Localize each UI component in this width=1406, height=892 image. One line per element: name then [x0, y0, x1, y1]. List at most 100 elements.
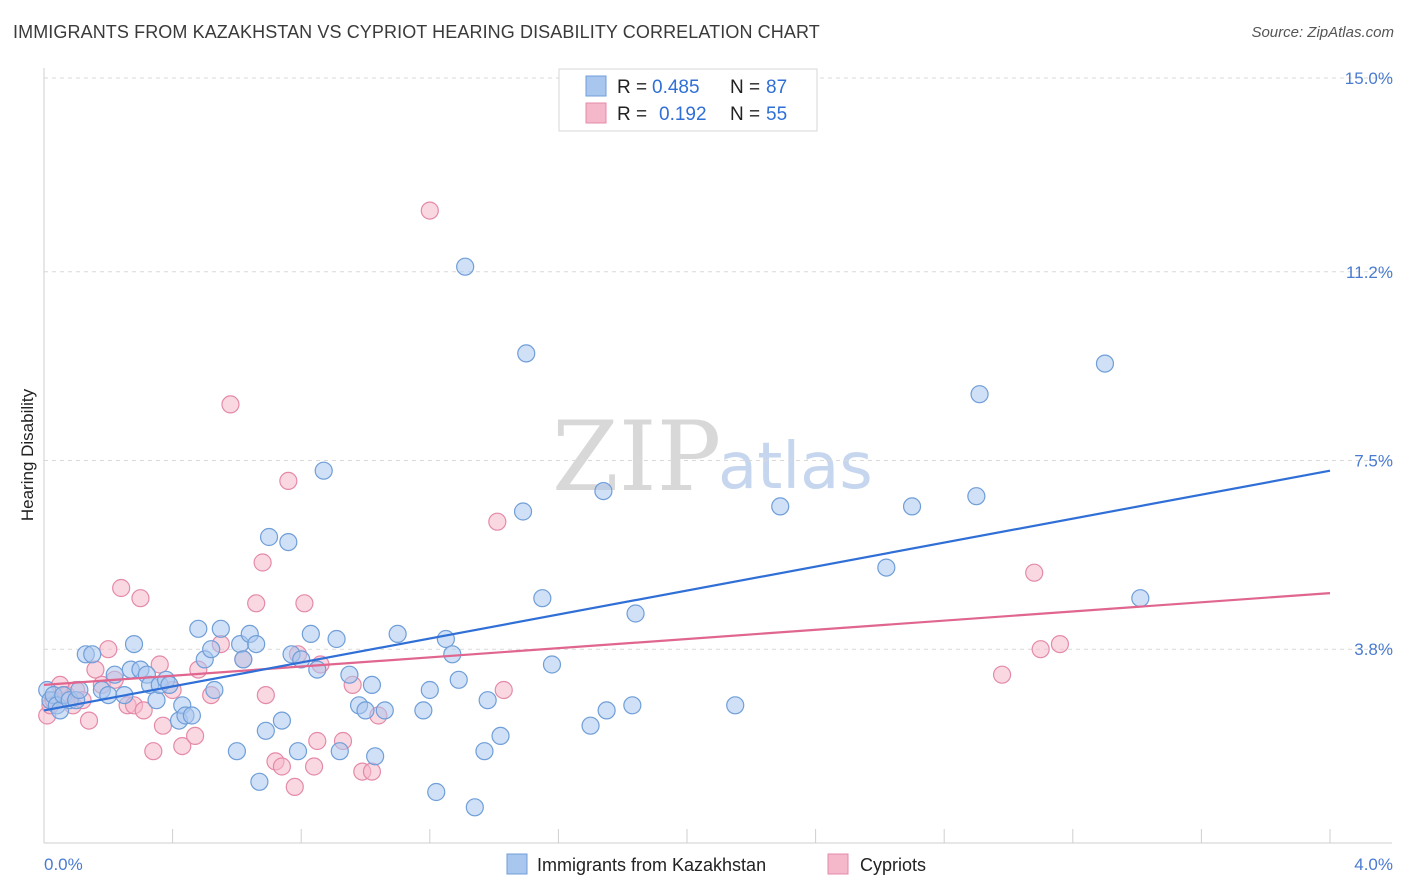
x-tick-label-max: 4.0%	[1354, 855, 1393, 874]
kazakhstan-point	[375, 701, 394, 720]
kazakhstan-point	[436, 629, 455, 649]
cypriots-point	[131, 589, 150, 608]
kazakhstan-point	[189, 619, 208, 638]
kazakhstan-point	[70, 680, 89, 700]
cypriots-point	[253, 553, 272, 572]
cypriots-point	[279, 471, 298, 490]
legend-n-label-2: N =	[730, 104, 760, 125]
kazakhstan-point	[356, 701, 375, 720]
kazakhstan-point	[420, 680, 439, 700]
kazakhstan-point	[124, 634, 144, 654]
kazakhstan-point	[491, 726, 510, 746]
kazakhstan-point	[340, 665, 359, 684]
kazakhstan-point	[314, 461, 333, 480]
grid-lines	[44, 77, 1392, 650]
kazakhstan-point	[427, 782, 446, 802]
cypriots-point	[256, 685, 275, 705]
kazakhstan-point	[182, 706, 201, 725]
kazakhstan-point	[581, 716, 600, 735]
bottom-legend-label-kazakhstan: Immigrants from Kazakhstan	[537, 855, 766, 875]
chart-title: IMMIGRANTS FROM KAZAKHSTAN VS CYPRIOT HE…	[13, 22, 820, 42]
legend-n-value-1: 87	[766, 77, 787, 98]
kazakhstan-point	[967, 487, 986, 506]
kazakhstan-point	[288, 742, 308, 761]
kazakhstan-point	[327, 629, 346, 649]
kazakhstan-point	[1095, 354, 1115, 373]
cypriots-point	[295, 594, 314, 613]
kazakhstan-point	[597, 701, 616, 720]
kazakhstan-point	[449, 670, 468, 689]
watermark-atlas: atlas	[718, 430, 873, 504]
cypriots-point	[420, 201, 439, 220]
x-axis-ticks	[43, 829, 1331, 843]
legend-swatch-blue	[585, 75, 607, 97]
cypriots-point	[144, 742, 163, 761]
cypriots-point	[153, 716, 173, 735]
kazakhstan-point	[99, 685, 118, 705]
kazakhstan-point	[414, 701, 433, 720]
kazakhstan-point	[227, 742, 246, 761]
y-tick-label: 15.0%	[1345, 69, 1393, 88]
kazakhstan-point	[366, 747, 385, 766]
cypriots-point	[1031, 640, 1050, 659]
cypriots-point	[112, 578, 131, 598]
bottom-legend-swatch-pink	[827, 853, 849, 875]
cypriots-point	[494, 680, 513, 700]
cypriots-point	[247, 594, 266, 613]
legend-r-value-1: 0.485	[652, 77, 700, 98]
kazakhstan-point	[83, 645, 102, 664]
kazakhstan-point	[202, 640, 221, 659]
cypriots-point	[221, 395, 240, 414]
legend-r-label-2: R =	[617, 104, 647, 125]
cypriots-point	[86, 660, 105, 679]
kazakhstan-point	[902, 497, 922, 516]
kazakhstan-point	[456, 257, 475, 276]
kazakhstan-point	[362, 675, 382, 695]
cypriots-point	[308, 731, 327, 751]
kazakhstan-point	[1131, 589, 1150, 608]
kazakhstan-point	[594, 482, 613, 501]
cypriots-point	[134, 701, 153, 720]
cypriots-point	[150, 655, 169, 674]
legend-n-label-1: N =	[730, 77, 760, 98]
kazakhstan-point	[513, 502, 533, 521]
kazakhstan-trendline	[43, 469, 1331, 712]
cypriots-point	[1025, 563, 1044, 582]
kazakhstan-point	[877, 558, 896, 577]
cypriots-point	[992, 665, 1012, 684]
bottom-legend-label-cypriots: Cypriots	[860, 855, 926, 875]
cypriots-point	[272, 757, 292, 776]
legend-box: R = 0.485 N = 87 R = 0.192 N = 55	[558, 68, 818, 132]
kazakhstan-point	[279, 532, 298, 552]
kazakhstan-point	[205, 680, 224, 700]
cypriots-point	[362, 762, 382, 781]
y-axis-label: Hearing Disability	[18, 388, 37, 521]
legend-n-value-2: 55	[766, 104, 787, 125]
kazakhstan-point	[533, 589, 552, 608]
kazakhstan-point	[272, 711, 292, 730]
kazakhstan-point	[388, 624, 407, 644]
x-tick-label-min: 0.0%	[44, 855, 83, 874]
y-axis-tick-labels: 3.8% 7.5% 11.2% 15.0%	[1345, 69, 1393, 659]
cypriots-point	[285, 777, 304, 797]
kazakhstan-point	[465, 798, 484, 817]
cypriots-point	[304, 757, 324, 776]
kazakhstan-point	[259, 527, 279, 547]
y-tick-label: 7.5%	[1354, 452, 1393, 471]
legend-r-label-1: R =	[617, 77, 647, 98]
kazakhstan-point	[301, 624, 320, 644]
kazakhstan-point	[247, 634, 266, 654]
cypriots-point	[99, 640, 118, 659]
kazakhstan-point	[771, 497, 790, 516]
source-credit: Source: ZipAtlas.com	[1251, 24, 1394, 41]
kazakhstan-point	[542, 655, 562, 674]
kazakhstan-point	[308, 660, 327, 679]
kazakhstan-point	[475, 742, 494, 761]
cypriots-point	[186, 726, 205, 746]
cypriots-point	[488, 512, 507, 531]
bottom-legend-swatch-blue	[506, 853, 528, 875]
cypriots-point	[173, 736, 192, 756]
kazakhstan-point	[623, 696, 642, 715]
watermark-zip: ZIP	[552, 401, 721, 513]
